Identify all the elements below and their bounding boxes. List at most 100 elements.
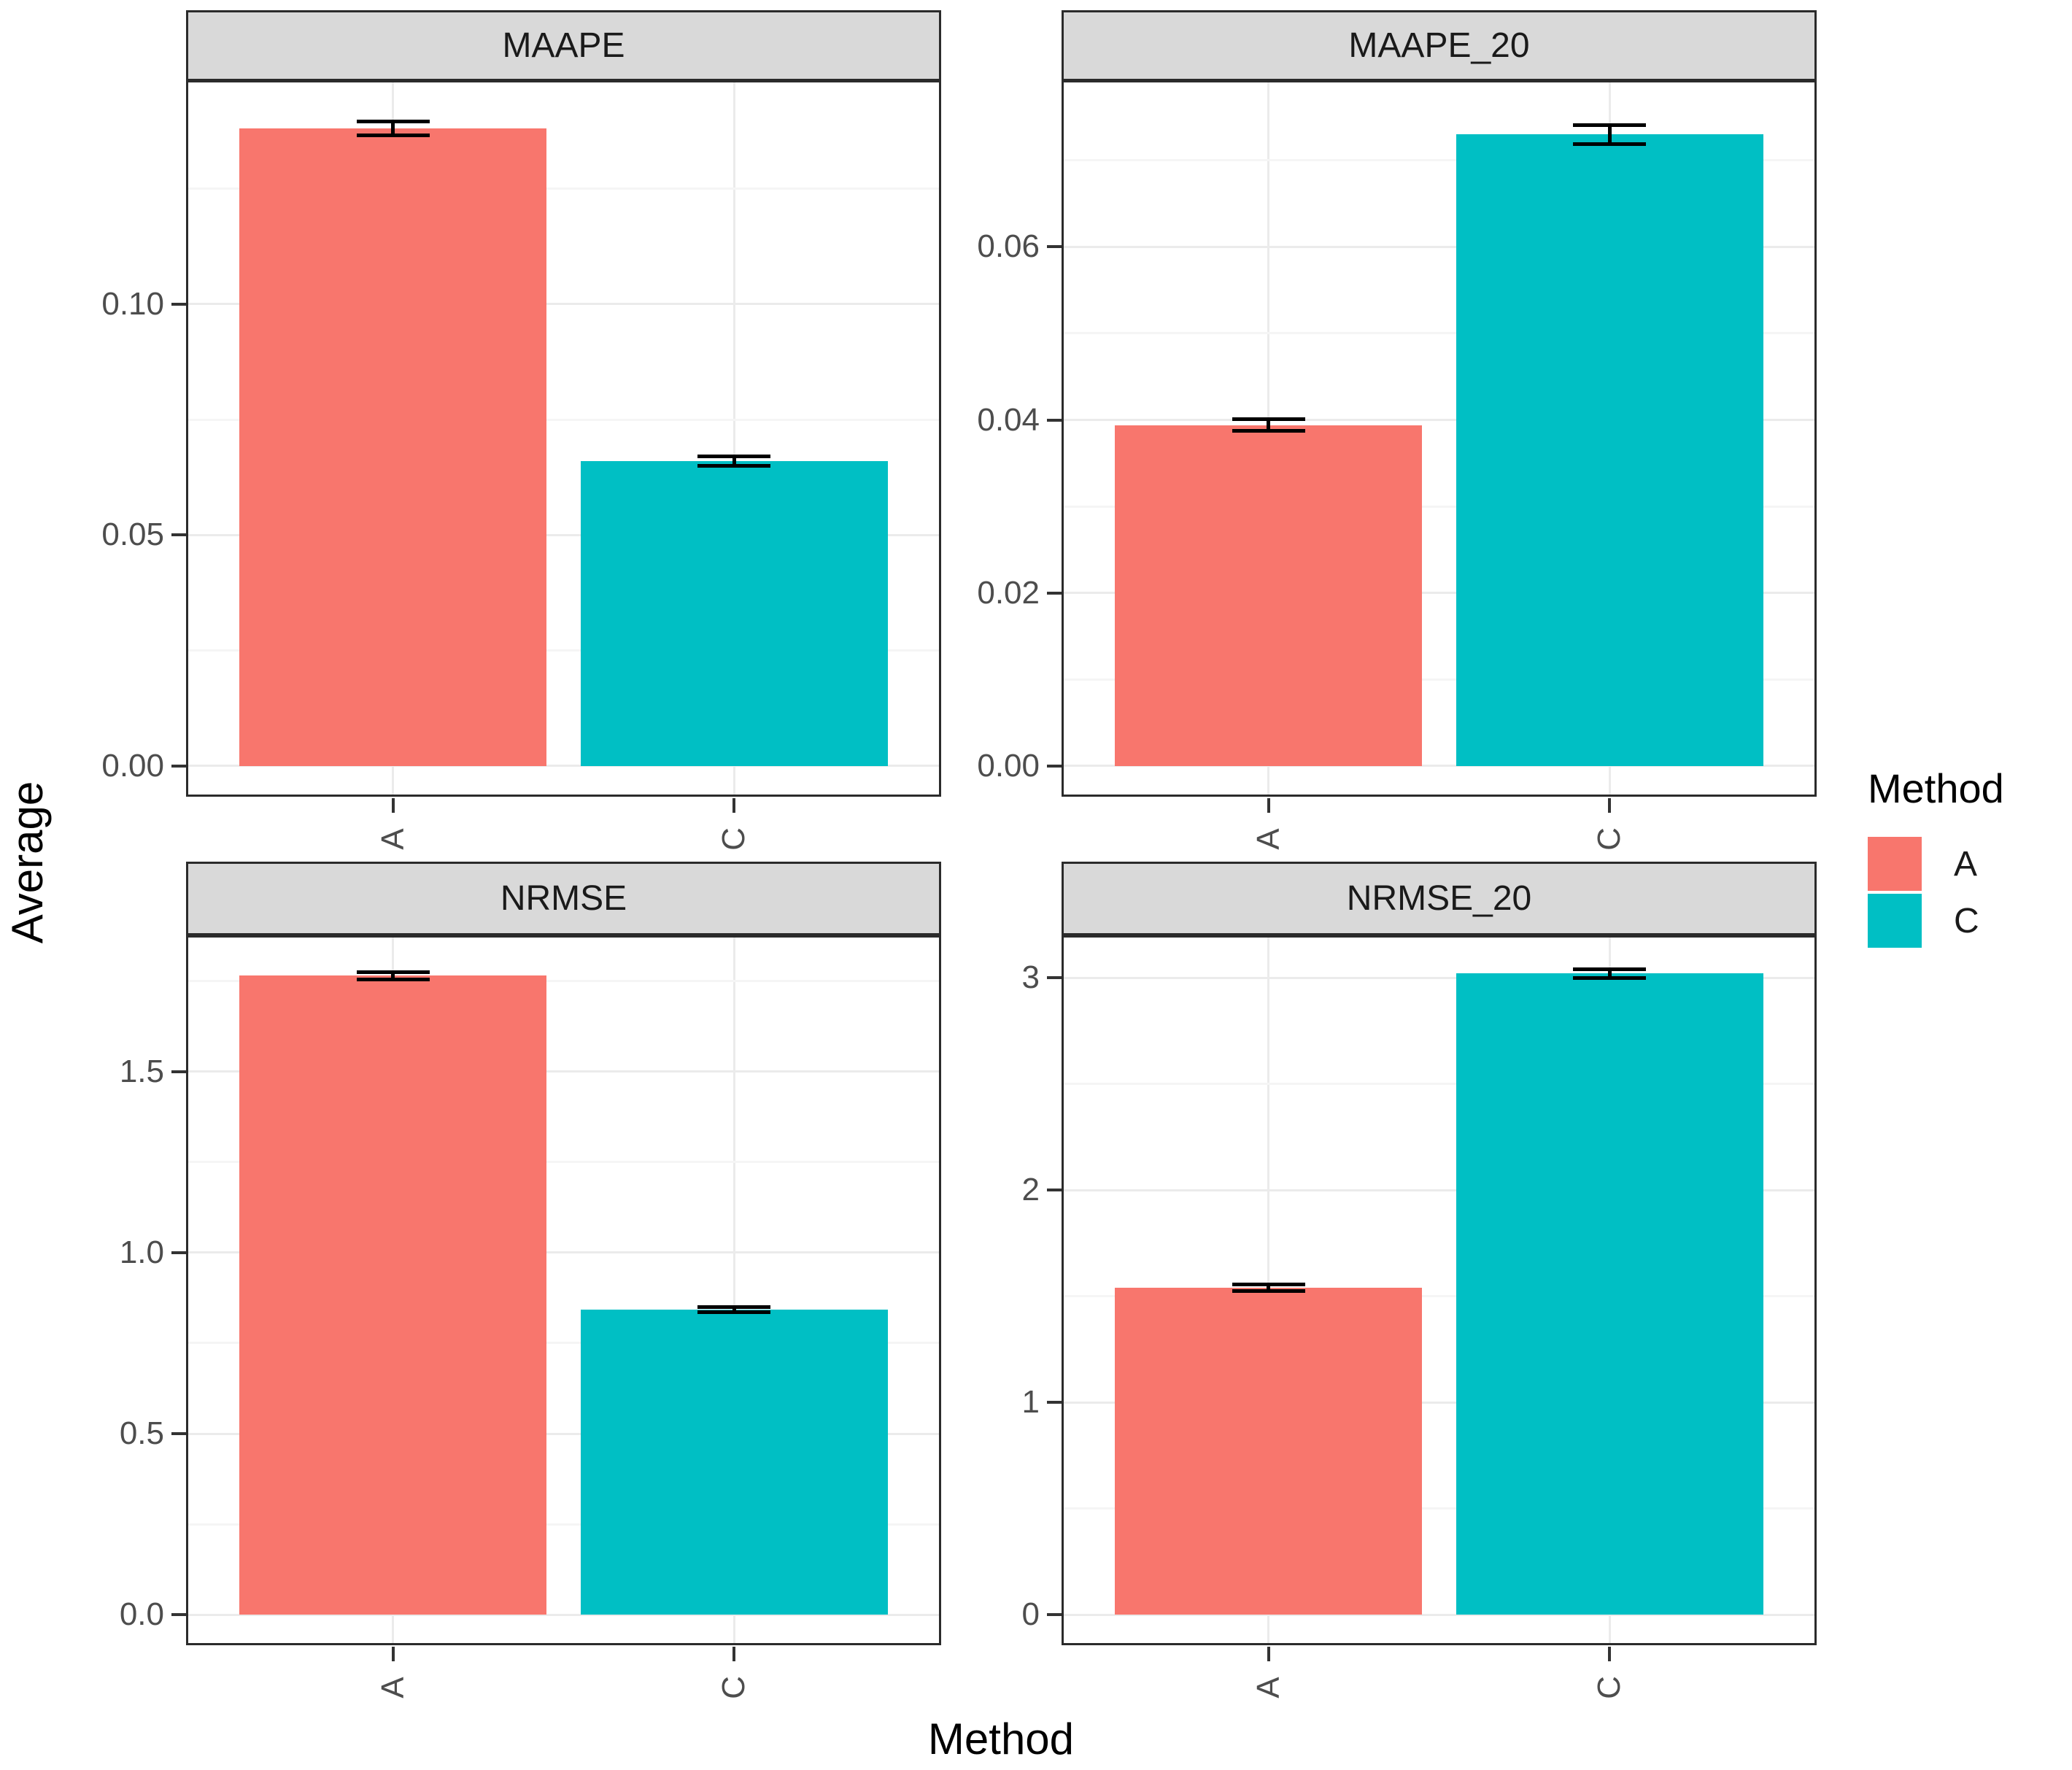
gridline-major <box>1064 592 1814 595</box>
gridline-major <box>1064 1189 1814 1191</box>
legend-key-c: C <box>1868 894 2072 948</box>
error-bar-stem <box>1267 1284 1271 1291</box>
y-tick-label: 0 <box>1021 1596 1040 1633</box>
bar-a-maape_20 <box>1115 425 1423 766</box>
y-tick-mark <box>1047 591 1062 595</box>
x-tick-label-a: A <box>374 828 411 850</box>
bar-a-nrmse <box>239 975 547 1615</box>
y-tick-label: 1.0 <box>119 1234 164 1270</box>
x-tick-label-a: A <box>374 1677 411 1698</box>
y-tick-mark <box>1047 1189 1062 1192</box>
error-bar-cap <box>1232 417 1305 421</box>
bar-c-nrmse <box>580 1309 888 1615</box>
y-tick-label: 3 <box>1021 959 1040 996</box>
gridline-major <box>1064 765 1814 768</box>
y-tick-mark <box>171 1432 186 1436</box>
x-tick-mark <box>391 798 395 813</box>
gridline-minor <box>1064 678 1814 681</box>
bar-c-nrmse_20 <box>1456 973 1763 1615</box>
error-bar-cap <box>697 463 771 468</box>
facet-strip-nrmse: NRMSE <box>186 862 941 935</box>
y-tick-label: 0.00 <box>101 747 164 784</box>
x-tick-mark <box>391 1647 395 1661</box>
y-tick-mark <box>171 1251 186 1254</box>
x-tick-mark <box>732 798 736 813</box>
error-bar-cap <box>1232 429 1305 433</box>
legend-key-a: A <box>1868 837 2072 891</box>
gridline-minor <box>188 188 939 190</box>
x-axis-title: Method <box>927 1715 1075 1763</box>
facet-strip-title-nrmse_20: NRMSE_20 <box>1346 879 1532 918</box>
y-tick-mark <box>171 533 186 537</box>
gridline-major <box>1064 1401 1814 1404</box>
gridline-x-C <box>732 82 735 795</box>
y-axis-title: Average <box>3 781 52 944</box>
error-bar-cap <box>1573 967 1647 971</box>
gridline-major <box>188 1432 939 1435</box>
error-bar-cap <box>1232 1289 1305 1294</box>
gridline-minor <box>188 418 939 421</box>
gridline-minor <box>188 649 939 652</box>
y-tick-mark <box>1047 1613 1062 1617</box>
legend-label-a: A <box>1954 844 1978 884</box>
gridline-minor <box>1064 332 1814 335</box>
legend-title: Method <box>1868 765 2004 811</box>
x-tick-label-c: C <box>716 827 752 851</box>
gridline-major <box>188 1251 939 1254</box>
gridline-major <box>1064 245 1814 248</box>
facet-strip-title-maape: MAAPE <box>502 26 625 65</box>
gridline-major <box>188 533 939 536</box>
gridline-minor <box>1064 1295 1814 1298</box>
y-tick-label: 0.06 <box>977 228 1040 265</box>
panel-nrmse <box>186 935 941 1645</box>
y-tick-mark <box>171 302 186 306</box>
x-tick-mark <box>1267 798 1270 813</box>
bar-a-nrmse_20 <box>1115 1288 1423 1615</box>
error-bar-cap <box>697 455 771 459</box>
error-bar-cap <box>356 970 430 974</box>
gridline-minor <box>188 1161 939 1164</box>
gridline-minor <box>188 1523 939 1526</box>
gridline-minor <box>1064 505 1814 508</box>
error-bar-cap <box>1573 976 1647 981</box>
legend-swatch-c <box>1868 894 1922 948</box>
x-tick-label-a: A <box>1250 828 1286 850</box>
y-tick-mark <box>171 764 186 768</box>
error-bar-stem <box>732 1307 736 1313</box>
facet-strip-nrmse_20: NRMSE_20 <box>1062 862 1817 935</box>
gridline-major <box>188 1613 939 1616</box>
x-tick-label-a: A <box>1250 1677 1286 1698</box>
x-tick-mark <box>1267 1647 1270 1661</box>
y-tick-label: 0.00 <box>977 747 1040 784</box>
bar-a-maape <box>239 128 547 766</box>
facet-strip-maape: MAAPE <box>186 10 941 81</box>
error-bar-cap <box>356 120 430 124</box>
bar-c-maape <box>580 461 888 766</box>
error-bar-cap <box>1232 1283 1305 1287</box>
facet-strip-maape_20: MAAPE_20 <box>1062 10 1817 81</box>
x-tick-mark <box>1608 1647 1612 1661</box>
legend-label-c: C <box>1954 901 1979 940</box>
error-bar-cap <box>1573 123 1647 127</box>
gridline-minor <box>188 980 939 983</box>
y-tick-label: 0.04 <box>977 401 1040 438</box>
error-bar-cap <box>356 134 430 138</box>
gridline-major <box>1064 976 1814 979</box>
y-tick-mark <box>1047 1401 1062 1404</box>
y-tick-label: 0.05 <box>101 517 164 553</box>
facet-strip-title-nrmse: NRMSE <box>500 879 627 918</box>
gridline-major <box>188 1070 939 1073</box>
gridline-major <box>1064 1613 1814 1616</box>
y-tick-label: 1 <box>1021 1384 1040 1421</box>
y-tick-label: 0.10 <box>101 285 164 322</box>
error-bar-stem <box>1607 969 1612 978</box>
y-tick-label: 0.5 <box>119 1415 164 1452</box>
x-tick-label-c: C <box>1591 1676 1628 1699</box>
y-tick-mark <box>1047 418 1062 422</box>
gridline-minor <box>1064 159 1814 162</box>
y-tick-mark <box>171 1070 186 1073</box>
panel-maape <box>186 80 941 797</box>
y-tick-label: 0.02 <box>977 574 1040 611</box>
y-tick-label: 1.5 <box>119 1053 164 1089</box>
